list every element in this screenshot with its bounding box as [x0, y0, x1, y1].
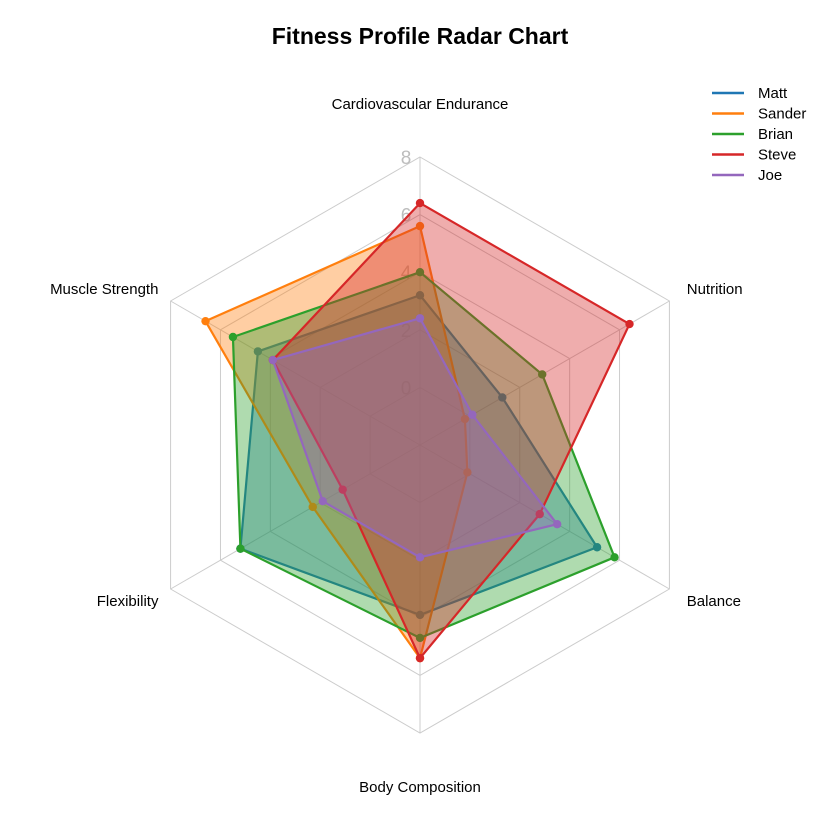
legend: Matt Sander Brian Steve Joe [712, 85, 806, 184]
radial-tick-labels: 0 2 4 6 8 [401, 148, 412, 399]
data-point-steve-5 [338, 485, 347, 494]
data-point-joe-3 [552, 520, 562, 529]
data-point-sander-2 [460, 414, 470, 424]
data-point-brian-6 [228, 332, 238, 342]
legend-label-steve: Steve [758, 147, 796, 164]
data-point-brian-2 [538, 370, 547, 379]
data-point-steve-4 [415, 653, 425, 663]
tick-label-0: 0 [401, 378, 412, 399]
data-point-joe-1 [415, 314, 425, 323]
data-point-brian-1 [415, 268, 425, 277]
axis-spoke-6 [170, 300, 421, 446]
axis-label-balance: Balance [687, 593, 741, 610]
axis-spoke-5 [170, 444, 421, 590]
series-layer [201, 198, 634, 663]
legend-label-matt: Matt [758, 85, 788, 102]
data-point-matt-6 [253, 347, 263, 356]
data-point-brian-4 [415, 633, 425, 643]
tick-label-6: 6 [401, 206, 412, 227]
axis-label-nutrition: Nutrition [687, 281, 743, 298]
data-point-steve-3 [535, 509, 544, 519]
axis-label-body-composition: Body Composition [359, 779, 481, 796]
chart-title: Fitness Profile Radar Chart [272, 23, 569, 49]
data-point-joe-5 [318, 496, 327, 506]
data-point-brian-5 [236, 544, 245, 553]
data-point-joe-4 [415, 553, 425, 562]
tick-label-2: 2 [401, 321, 412, 342]
series-joe [268, 314, 562, 562]
data-point-steve-1 [415, 198, 425, 208]
axis-label-cardiovascular-endurance: Cardiovascular Endurance [332, 96, 509, 113]
data-point-sander-3 [463, 468, 472, 477]
data-point-matt-2 [498, 393, 507, 402]
legend-label-sander: Sander [758, 106, 806, 123]
tick-label-4: 4 [401, 263, 412, 284]
data-point-sander-1 [415, 221, 425, 231]
data-point-steve-2 [625, 319, 634, 329]
axis-label-muscle-strength: Muscle Strength [50, 281, 158, 298]
legend-label-brian: Brian [758, 126, 793, 143]
radar-grid [170, 156, 670, 734]
data-point-joe-2 [468, 410, 477, 419]
data-point-brian-3 [610, 553, 619, 562]
data-point-sander-6 [201, 316, 210, 326]
series-brian [228, 268, 619, 643]
data-point-matt-3 [592, 543, 602, 552]
legend-label-joe: Joe [758, 167, 782, 184]
axis-labels: Cardiovascular Endurance Nutrition Balance… [50, 96, 743, 796]
data-point-matt-1 [415, 291, 425, 300]
data-point-sander-5 [308, 502, 317, 512]
data-point-matt-4 [415, 610, 425, 620]
tick-label-8: 8 [401, 148, 412, 169]
data-point-joe-6 [268, 355, 278, 365]
axis-label-flexibility: Flexibility [97, 593, 159, 610]
axis-spoke-3 [419, 444, 670, 590]
